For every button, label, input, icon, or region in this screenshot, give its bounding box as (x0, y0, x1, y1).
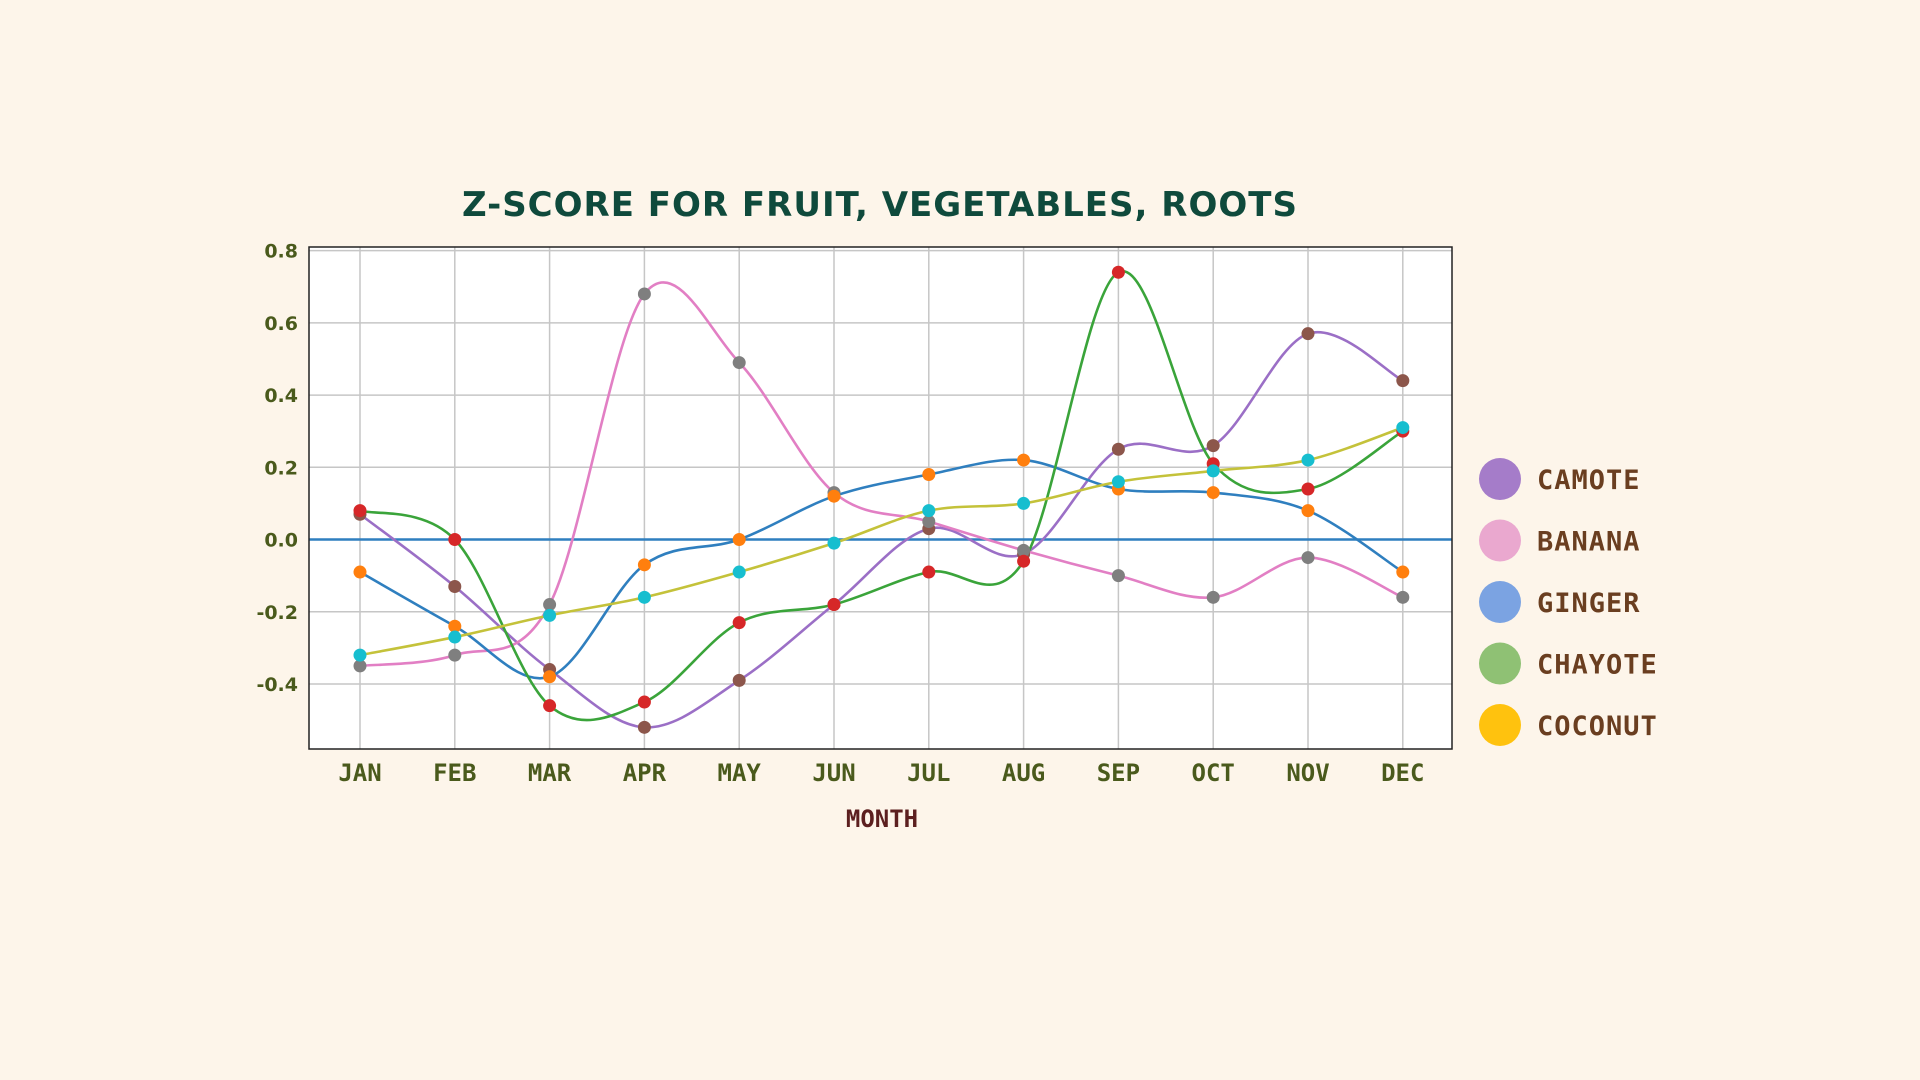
legend-label-coconut: COCONUT (1537, 711, 1658, 742)
x-tick-label: OCT (1192, 759, 1235, 787)
data-point-coconut (1017, 496, 1031, 510)
x-tick-label: SEP (1097, 759, 1140, 787)
data-point-chayote (1017, 554, 1031, 568)
data-point-chayote (827, 598, 841, 612)
legend-label-camote: CAMOTE (1537, 465, 1641, 496)
y-tick-label: 0.0 (264, 530, 298, 552)
series-markers (353, 265, 1410, 734)
data-point-banana (448, 648, 462, 662)
data-point-camote (637, 720, 651, 734)
data-point-chayote (637, 695, 651, 709)
data-point-ginger (448, 619, 462, 633)
data-point-coconut (922, 504, 936, 518)
x-tick-label: MAY (718, 759, 762, 787)
data-point-camote (1206, 439, 1220, 453)
data-point-coconut (637, 590, 651, 604)
y-tick-label: 0.2 (264, 457, 298, 479)
y-tick-label: -0.4 (256, 674, 298, 696)
data-point-ginger (1396, 565, 1410, 579)
data-point-banana (1111, 569, 1125, 583)
chart-title: Z-SCORE FOR FRUIT, VEGETABLES, ROOTS (462, 185, 1298, 225)
legend-label-banana: BANANA (1537, 527, 1641, 558)
legend: CAMOTE BANANA GINGER CHAYOTE COCONUT (1479, 458, 1658, 746)
data-point-banana (1396, 590, 1410, 604)
legend-swatch-camote (1479, 458, 1521, 500)
data-point-coconut (1111, 475, 1125, 489)
data-point-camote (1111, 442, 1125, 456)
data-point-chayote (1111, 265, 1125, 279)
data-point-banana (543, 598, 557, 612)
data-point-ginger (827, 489, 841, 503)
data-point-coconut (732, 565, 746, 579)
x-tick-label: AUG (1002, 759, 1045, 787)
data-point-camote (1301, 327, 1315, 341)
data-point-ginger (543, 670, 557, 684)
grid (309, 247, 1452, 749)
x-tick-label: MAR (528, 759, 572, 787)
plot-frame (308, 246, 1453, 750)
data-point-ginger (353, 565, 367, 579)
data-point-coconut (1206, 464, 1220, 478)
legend-swatch-banana (1479, 519, 1521, 562)
data-point-ginger (637, 558, 651, 572)
data-point-camote (732, 673, 746, 687)
data-point-coconut (448, 630, 462, 644)
x-tick-label: JUL (907, 759, 950, 787)
data-point-banana (1017, 543, 1031, 557)
y-tick-label: 0.8 (264, 241, 298, 263)
y-tick-label: 0.4 (264, 385, 298, 407)
data-point-ginger (1017, 453, 1031, 467)
legend-swatch-ginger (1479, 581, 1521, 623)
data-point-chayote (922, 565, 936, 579)
x-tick-label: APR (623, 759, 667, 787)
data-point-banana (1301, 551, 1315, 565)
x-tick-label: JAN (338, 759, 381, 787)
data-point-banana (922, 514, 936, 528)
data-point-ginger (922, 468, 936, 482)
data-point-coconut (1396, 421, 1410, 435)
data-point-banana (1206, 590, 1220, 604)
data-point-camote (448, 579, 462, 593)
data-point-coconut (1301, 453, 1315, 467)
series-line-camote (359, 330, 1404, 729)
legend-swatch-coconut (1479, 704, 1521, 746)
legend-label-chayote: CHAYOTE (1537, 650, 1658, 681)
data-point-banana (353, 659, 367, 673)
data-point-ginger (1206, 486, 1220, 500)
legend-swatch-chayote (1479, 642, 1521, 685)
data-point-chayote (732, 616, 746, 630)
data-point-ginger (732, 533, 746, 547)
x-tick-label: NOV (1286, 759, 1329, 787)
x-tick-label: FEB (433, 759, 476, 787)
x-tick-label: DEC (1381, 759, 1424, 787)
data-point-ginger (1301, 504, 1315, 518)
x-axis-ticks: JAN FEB MAR APR MAY JUN JUL AUG SEP OCT NOV DEC (338, 759, 1424, 787)
data-point-chayote (353, 504, 367, 518)
data-point-banana (732, 356, 746, 370)
data-point-coconut (543, 608, 557, 622)
y-axis-ticks: 0.8 0.6 0.4 0.2 0.0 -0.2 -0.4 (256, 241, 298, 696)
legend-label-ginger: GINGER (1537, 588, 1641, 619)
x-axis-label: MONTH (846, 805, 918, 833)
y-tick-label: 0.6 (264, 313, 298, 335)
data-point-banana (637, 287, 651, 301)
y-tick-label: -0.2 (256, 602, 298, 624)
data-point-chayote (448, 533, 462, 547)
data-point-chayote (543, 699, 557, 713)
data-point-camote (1396, 374, 1410, 388)
x-tick-label: JUN (812, 759, 855, 787)
data-point-coconut (827, 536, 841, 550)
data-point-chayote (1301, 482, 1315, 496)
data-point-coconut (353, 648, 367, 662)
